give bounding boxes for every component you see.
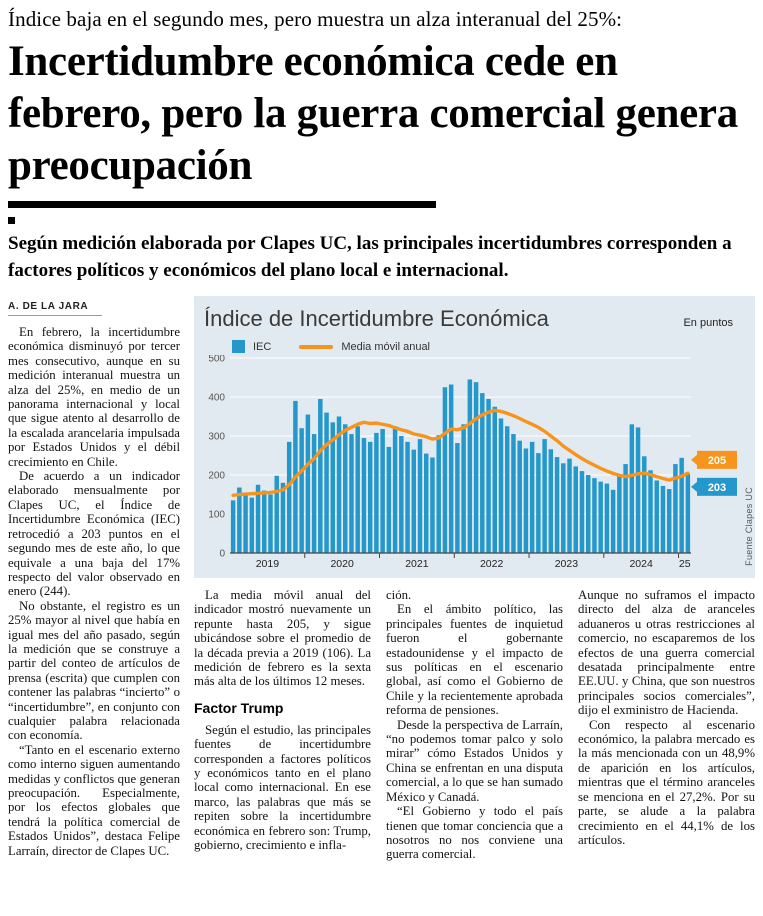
svg-text:2022: 2022: [480, 558, 504, 569]
chart-units-label: En puntos: [683, 317, 733, 329]
svg-text:300: 300: [208, 432, 225, 443]
iec-bar-line-chart: 0 100 200 300 400 500 2019 2020 2021 2022 2023 2024…: [208, 354, 737, 570]
paragraph: En febrero, la incertidumbre económica d…: [8, 325, 180, 469]
deck: Según medición elaborada por Clapes UC, …: [8, 233, 732, 281]
paragraph: Con respecto al escenario económico, la …: [578, 717, 755, 847]
paragraph: Según el estudio, las principales fuente…: [194, 722, 371, 853]
headline: Incertidumbre económica cede en febrero,…: [8, 38, 738, 189]
chart-legend: IEC Media móvil anual: [232, 340, 747, 353]
column-3: ción. En el ámbito político, las princip…: [386, 588, 563, 862]
paragraph: Aunque no suframos el impacto directo de…: [578, 588, 755, 718]
paragraph: Desde la perspectiva de Larraín, “no pod…: [386, 717, 563, 804]
column-2: La media móvil anual del indicador mostr…: [194, 588, 371, 862]
legend-line-swatch: [299, 344, 334, 349]
lower-columns: La media móvil anual del indicador mostr…: [194, 588, 755, 862]
right-area: Índice de Incertidumbre Económica En pun…: [194, 296, 755, 862]
iec-chart: Índice de Incertidumbre Económica En pun…: [194, 296, 755, 578]
column-1: A. DE LA JARA En febrero, la incertidumb…: [8, 296, 180, 862]
paragraph: “El Gobierno y todo el país tienen que t…: [386, 804, 563, 862]
svg-text:0: 0: [219, 549, 225, 560]
svg-text:2021: 2021: [405, 558, 429, 569]
svg-text:2024: 2024: [629, 558, 653, 569]
chart-header: Índice de Incertidumbre Económica En pun…: [204, 306, 747, 332]
svg-text:205: 205: [708, 455, 726, 467]
legend-bar-swatch: [232, 340, 245, 353]
byline: A. DE LA JARA: [8, 301, 103, 316]
svg-text:500: 500: [208, 355, 225, 365]
svg-text:2023: 2023: [555, 558, 579, 569]
paragraph: La media móvil anual del indicador mostr…: [194, 588, 371, 689]
chart-title: Índice de Incertidumbre Económica: [204, 306, 549, 331]
subhead-factor-trump: Factor Trump: [194, 699, 284, 716]
svg-text:400: 400: [208, 393, 225, 404]
svg-text:203: 203: [708, 482, 726, 494]
svg-text:200: 200: [208, 471, 225, 482]
article-body: A. DE LA JARA En febrero, la incertidumb…: [8, 296, 755, 862]
kicker: Índice baja en el segundo mes, pero mues…: [8, 7, 623, 31]
legend-line-label: Media móvil anual: [341, 340, 430, 353]
paragraph: “Tanto en el escenario externo como inte…: [8, 742, 180, 858]
svg-text:25: 25: [679, 558, 691, 569]
byline-block: A. DE LA JARA: [8, 296, 180, 316]
paragraph: No obstante, el registro es un 25% mayor…: [8, 598, 180, 743]
paragraph: De acuerdo a un indicador elaborado mens…: [8, 469, 180, 599]
deck-bullet-square: [8, 217, 15, 224]
paragraph: En el ámbito político, las principales f…: [386, 602, 563, 718]
column-4: Aunque no suframos el impacto directo de…: [578, 588, 755, 862]
svg-text:100: 100: [208, 510, 225, 521]
svg-text:2020: 2020: [330, 558, 354, 569]
paragraph: ción.: [386, 588, 412, 602]
legend-bar-label: IEC: [253, 340, 272, 353]
svg-text:2019: 2019: [256, 558, 280, 569]
chart-source: Fuente Clapes UC: [744, 487, 754, 566]
headline-rule: [8, 201, 436, 208]
